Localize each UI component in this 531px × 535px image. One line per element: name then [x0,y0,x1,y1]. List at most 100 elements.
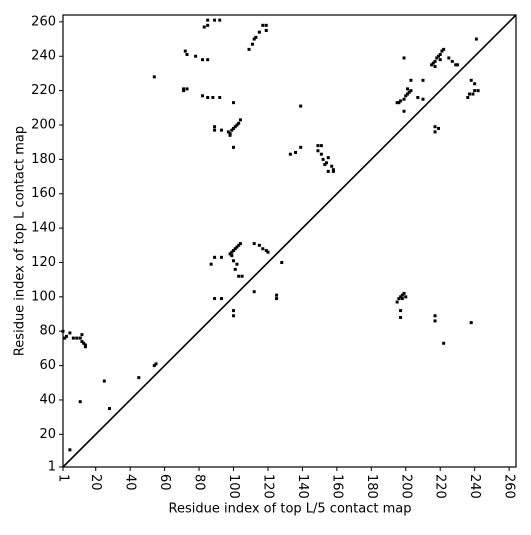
contact-point [232,314,236,318]
x-tick-label: 120 [260,474,275,499]
contact-point [409,78,413,82]
contact-point [226,130,230,134]
contact-point [219,297,223,301]
contact-point [399,309,403,313]
y-tick-label: 120 [31,255,56,270]
contact-point [213,128,217,132]
y-tick-label: 260 [31,14,56,29]
contact-point [264,23,268,27]
contact-point [442,341,446,345]
contact-point [218,18,222,22]
contact-point [218,95,222,99]
contact-point [330,164,334,168]
contact-point [404,94,408,98]
contact-point [257,243,261,247]
contact-point [264,248,268,252]
contact-point [294,150,298,154]
contact-point [68,331,72,335]
contact-point [400,297,404,301]
contact-point [431,61,435,65]
contact-point [467,92,471,96]
contact-point [182,87,186,91]
contact-point [397,101,401,105]
contact-point [433,314,437,318]
contact-point [395,300,399,304]
contact-point [469,78,473,82]
contact-point [266,250,270,254]
contact-point [237,243,241,247]
contact-point [476,89,480,93]
contact-point [108,407,112,411]
contact-point [183,49,187,53]
contact-point [436,54,440,58]
contact-point [407,90,411,94]
y-tick-label: 200 [31,117,56,132]
contact-point [209,262,213,266]
contact-point [206,95,210,99]
contact-point [409,89,413,93]
contact-point [261,247,265,251]
contact-point [230,250,234,254]
contact-point [316,149,320,153]
x-tick-label: 80 [192,474,207,491]
contact-point [466,95,470,99]
y-tick-label: 160 [31,186,56,201]
contact-point [252,242,256,246]
contact-point [213,125,217,129]
y-tick-label: 220 [31,83,56,98]
contact-point [232,101,236,105]
contact-point [405,87,409,91]
contact-point [202,25,206,29]
contact-point [232,309,236,313]
contact-point [232,126,236,130]
contact-point [442,47,446,51]
contact-point [75,336,79,340]
y-tick-label: 180 [31,152,56,167]
contact-point [474,37,478,41]
contact-point [264,28,268,32]
contact-point [402,97,406,101]
x-tick-label: 240 [467,474,482,499]
contact-point [319,144,323,148]
contact-point [152,75,156,79]
contact-point [213,18,217,22]
contact-point [228,133,232,137]
contact-point [399,295,403,299]
x-tick-label: 60 [157,474,172,491]
contact-point [447,56,451,60]
contact-point [63,336,67,340]
contact-point [416,95,420,99]
contact-point [185,87,189,91]
contact-point [211,95,215,99]
contact-point [400,293,404,297]
contact-point [275,293,279,297]
y-tick-label: 40 [39,392,56,407]
diagonal [62,14,517,468]
contact-point [219,255,223,259]
contact-point [233,267,237,271]
contact-point [433,130,437,134]
contact-point [275,297,279,301]
contact-point [82,341,86,345]
contact-point [280,260,284,264]
contact-point [326,156,330,160]
contact-point [421,78,425,82]
y-tick-label: 80 [39,324,56,339]
contact-point [80,340,84,344]
x-tick-label: 160 [329,474,344,499]
contact-point [102,379,106,383]
contact-point [61,329,65,333]
contact-point [433,59,437,63]
contact-point [402,56,406,60]
x-tick-label: 200 [398,474,413,499]
contact-point [206,18,210,22]
contact-point [194,54,198,58]
contact-point [405,92,409,96]
plot-frame [62,14,517,468]
contact-point [71,336,75,340]
contact-point [438,53,442,57]
contact-point [206,58,210,62]
contact-point [228,252,232,256]
contact-point [250,42,254,46]
